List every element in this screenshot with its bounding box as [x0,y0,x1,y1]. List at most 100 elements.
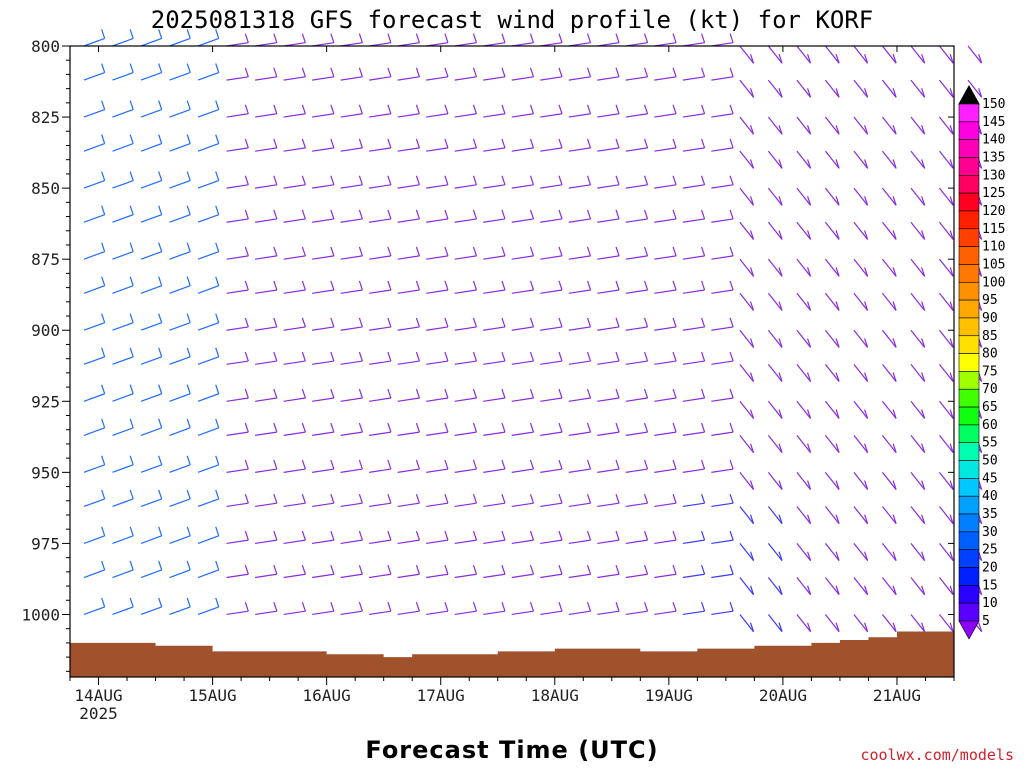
wind-barb [824,435,840,454]
wind-barb [312,147,334,152]
wind-barb [226,573,249,579]
wind-barb [340,218,363,223]
wind-barb [197,464,219,473]
wind-barb [654,113,677,118]
wind-barb [910,79,926,98]
wind-barb [939,577,954,596]
wind-barb-flag [729,317,734,328]
wind-barb-flag [215,418,220,429]
wind-barb-flag [101,313,106,323]
wind-barb [483,184,506,189]
wind-barb [197,322,219,331]
wind-barb-flag [301,67,306,78]
wind-barb-flag [729,67,734,78]
wind-barb [625,360,648,365]
wind-barb-flag [729,104,734,114]
colorbar-label: 140 [982,133,1005,148]
wind-barb [824,471,840,490]
wind-barb [540,610,563,616]
wind-barb-flag [273,104,278,114]
wind-barb [540,326,563,331]
colorbar-label: 105 [982,257,1005,272]
wind-barb-flag [778,54,783,64]
wind-barb [169,393,191,402]
wind-barb [369,360,392,365]
wind-barb-flag [330,33,335,43]
wind-barb-flag [643,422,649,433]
wind-barb-flag [358,351,363,362]
wind-barb-flag [158,347,163,357]
wind-barb-flag [273,67,278,78]
wind-barb [369,218,392,223]
wind-barb-flag [864,622,869,632]
wind-barb-flag [472,209,478,220]
wind-barb-flag [701,530,706,541]
wind-barb [853,221,869,240]
wind-barb [197,569,219,579]
wind-barb-flag [729,280,734,291]
wind-barb [226,502,249,508]
wind-barb [824,506,840,525]
wind-barb [767,363,783,382]
wind-barb-flag [101,455,106,465]
wind-barb-flag [749,372,755,382]
wind-barb [340,502,363,508]
wind-barb [255,610,277,616]
wind-barb-flag [643,280,649,291]
wind-barb-flag [586,33,592,43]
wind-barb-flag [358,601,363,612]
wind-barb [939,292,954,311]
wind-barb [939,506,954,525]
wind-barb-flag [273,280,278,291]
wind-barb [739,221,755,240]
wind-barb [767,221,783,240]
wind-barb-flag [501,209,506,220]
wind-barb [568,184,591,189]
credit-text[interactable]: coolwx.com/models [860,746,1014,764]
wind-barb-flag [158,455,163,465]
wind-barb [540,539,563,545]
wind-barb-flag [586,317,592,328]
x-tick-label: 14AUG [74,686,122,705]
wind-barb-flag [472,351,478,362]
wind-barb-flag [101,597,106,608]
wind-barb [140,285,162,294]
wind-barb-flag [387,459,392,470]
wind-barb [739,543,755,562]
wind-barb [939,221,954,240]
wind-barb [881,116,897,135]
wind-barb-flag [586,459,592,470]
wind-barb [625,113,648,118]
wind-barb-flag [729,530,734,541]
wind-barb [739,614,755,633]
wind-barb [255,326,277,331]
wind-barb [197,498,219,508]
wind-barb [711,147,734,152]
wind-barb [511,218,534,223]
wind-barb-flag [921,409,926,419]
wind-barb-flag [358,565,363,575]
wind-barb [140,214,162,223]
wind-barb-flag [749,409,755,419]
wind-speed-colorbar: 1501451401351301251201151101051009590858… [958,84,1005,640]
colorbar-label: 80 [982,347,998,362]
wind-barb [625,539,648,545]
wind-barb [597,468,620,473]
wind-barb [910,116,926,135]
wind-barb [283,431,306,436]
wind-barb-flag [215,171,220,181]
wind-barb [711,184,734,189]
wind-barb [397,326,420,331]
wind-barb-flag [807,125,812,135]
wind-barb [140,143,162,152]
wind-barb [483,326,506,331]
wind-barb [169,251,191,260]
colorbar-label: 25 [982,543,998,558]
wind-barb-flag [864,338,869,348]
wind-barb-flag [643,317,649,328]
wind-barb [169,37,191,47]
wind-barb-flag [472,67,478,78]
wind-barb-flag [729,209,734,220]
y-tick-label: 975 [31,534,60,553]
wind-barb-flag [949,409,954,419]
